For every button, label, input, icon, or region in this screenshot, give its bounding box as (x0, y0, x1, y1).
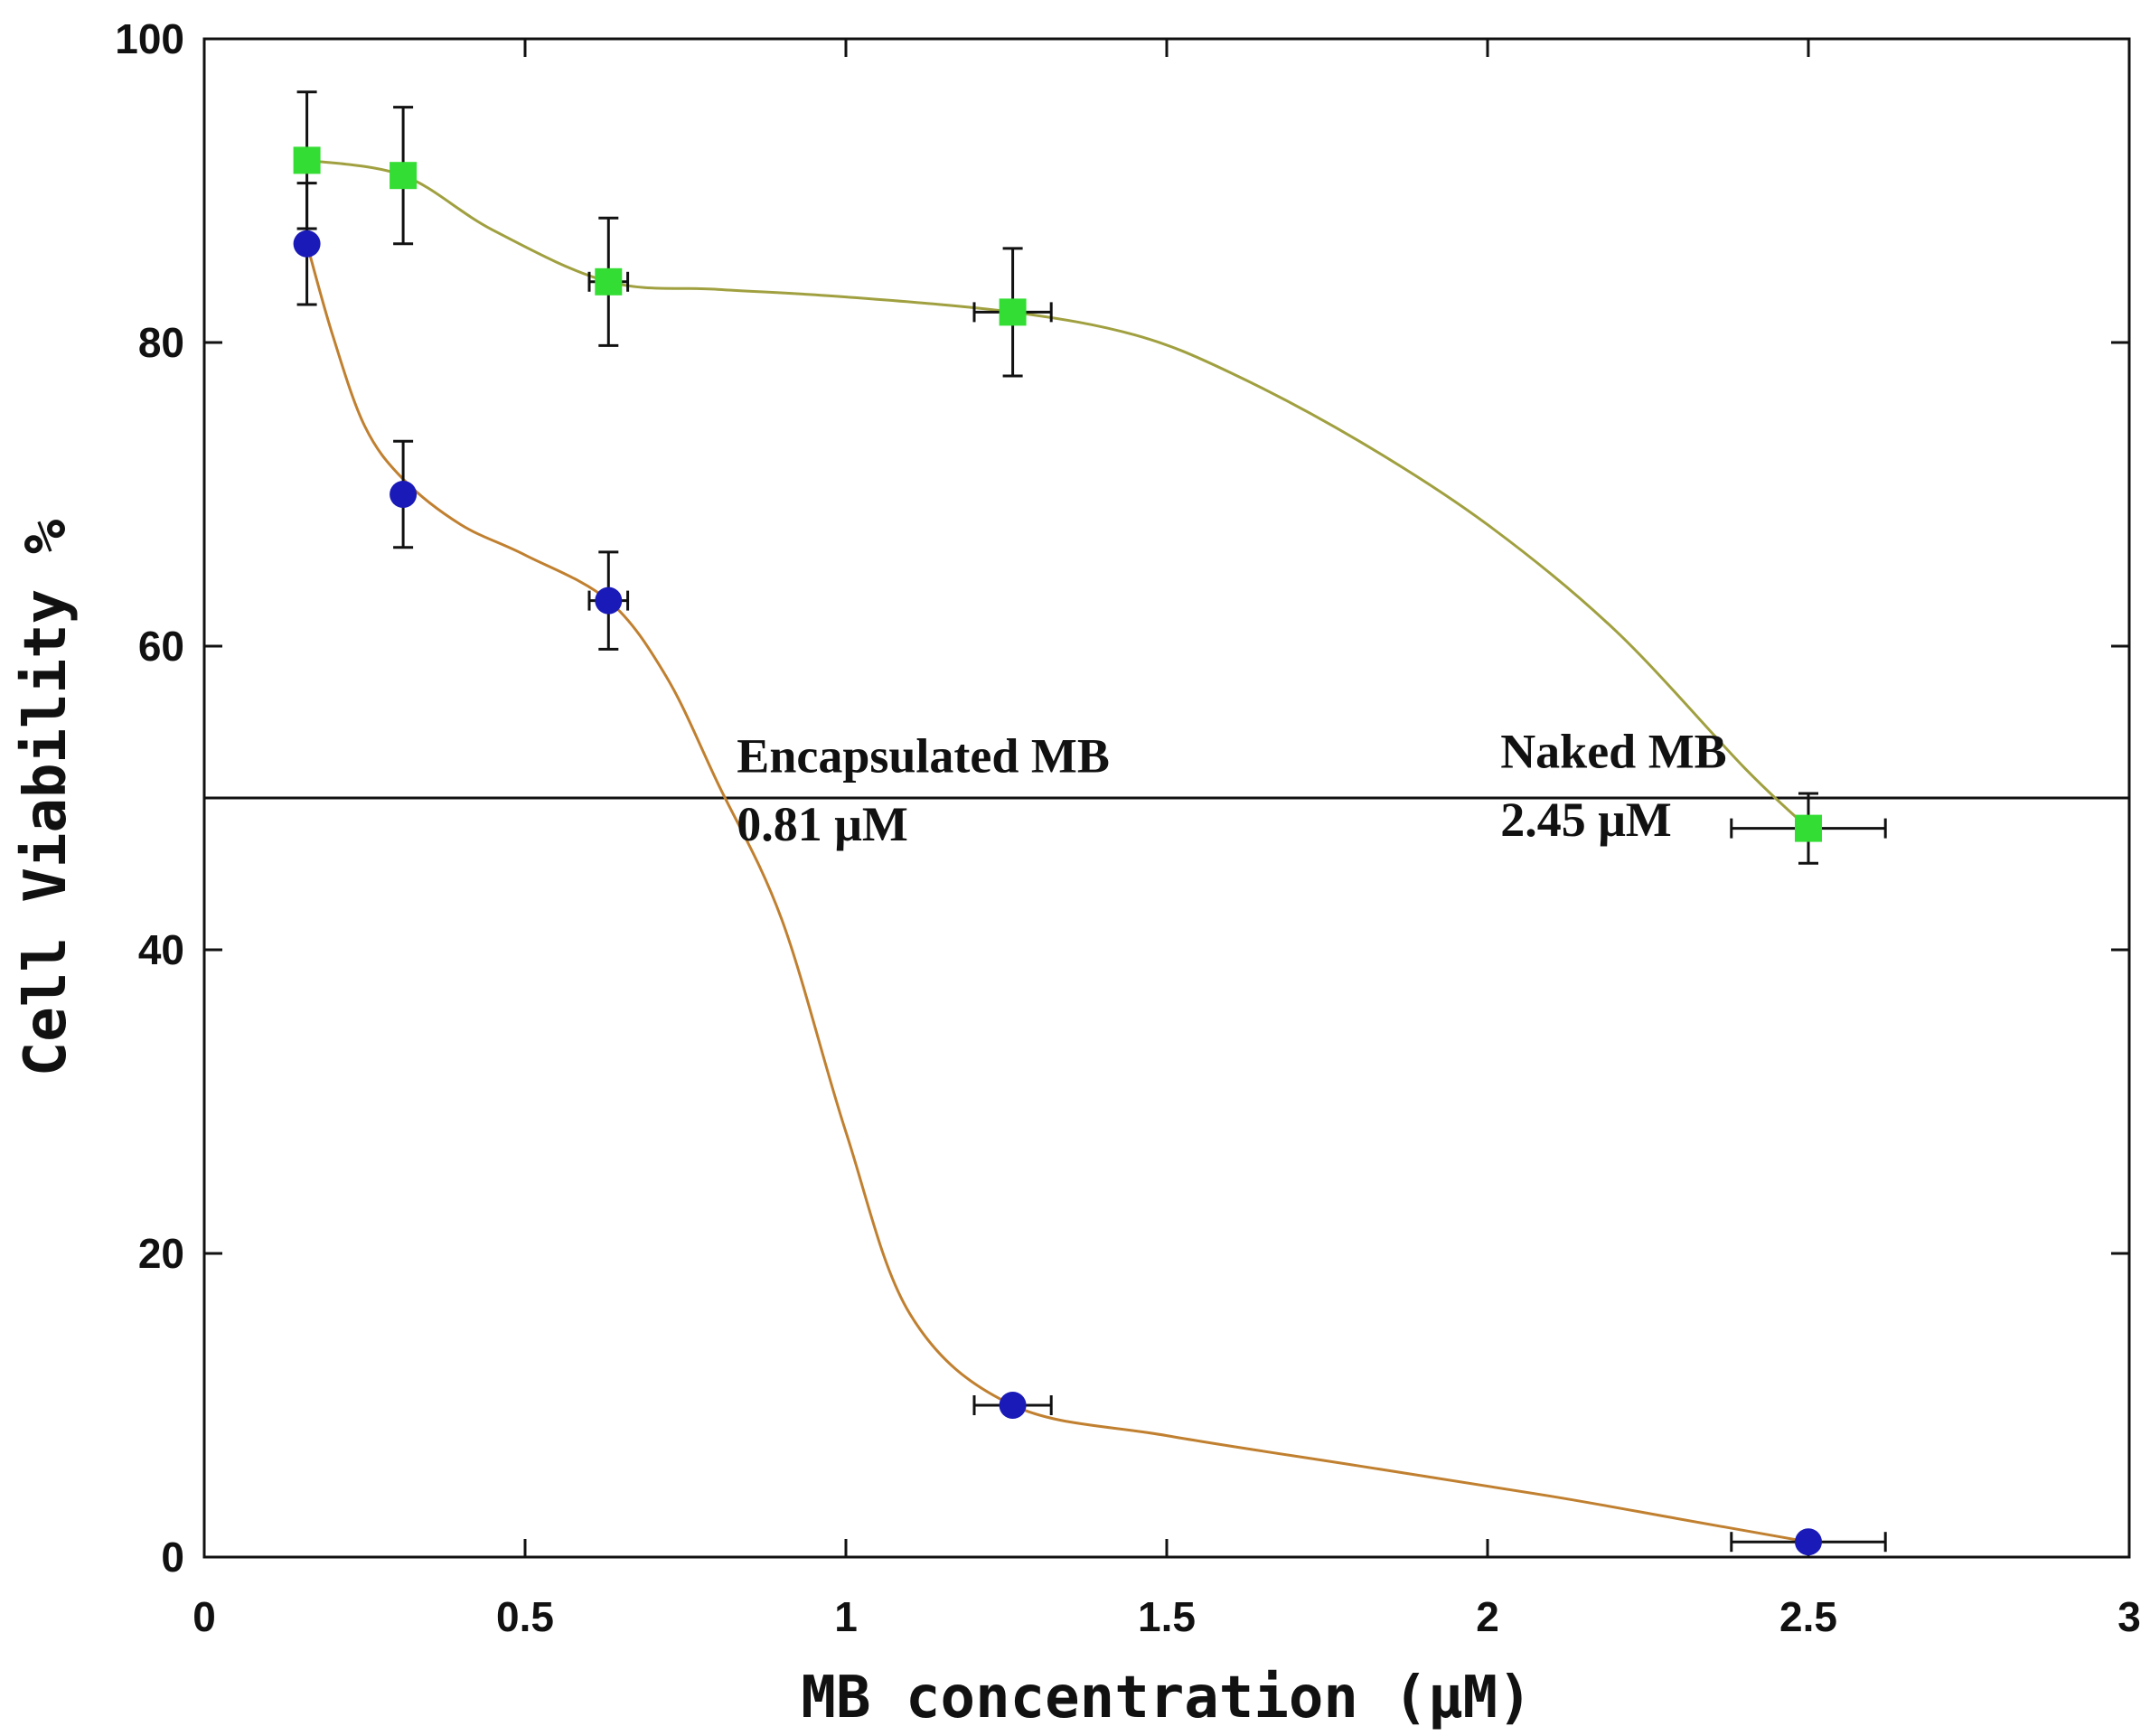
y-tick-label: 0 (161, 1534, 184, 1581)
data-markers (293, 146, 1822, 1556)
naked-mb-data-point (1795, 814, 1822, 842)
y-tick-label: 60 (138, 623, 184, 670)
x-tick-label: 2 (1476, 1593, 1499, 1640)
naked-mb-data-point (293, 146, 321, 174)
x-tick-label: 2.5 (1779, 1593, 1837, 1640)
fit-curves (305, 158, 1810, 1544)
y-tick-label: 100 (115, 15, 184, 62)
naked-mb-fit-curve (306, 158, 1810, 830)
axis-ticks (202, 37, 2131, 1559)
x-tick-label: 0 (192, 1593, 216, 1640)
y-tick-label: 80 (138, 319, 184, 366)
x-tick-label: 0.5 (496, 1593, 554, 1640)
encapsulated-mb-data-point (1795, 1528, 1822, 1556)
x-tick-label: 1 (834, 1593, 858, 1640)
annotation-enc-name: Encapsulated MB (737, 728, 1110, 783)
annotation-naked-value: 2.45 μM (1500, 793, 1672, 847)
x-axis-label: MB concentration (μM) (801, 1665, 1532, 1731)
annotations: Encapsulated MB 0.81 μM Naked MB 2.45 μM (737, 724, 1726, 851)
encapsulated-mb-data-point (999, 1392, 1027, 1419)
error-bars (296, 90, 1887, 1553)
naked-mb-data-point (999, 298, 1027, 326)
encapsulated-mb-data-point (595, 586, 623, 615)
y-axis-label: Cell Viability % (13, 519, 80, 1076)
annotation-enc-value: 0.81 μM (737, 797, 908, 851)
x-tick-label: 3 (2117, 1593, 2141, 1640)
naked-mb-data-point (595, 267, 623, 296)
annotation-naked-name: Naked MB (1500, 724, 1727, 778)
y-tick-label: 20 (138, 1230, 184, 1277)
naked-mb-data-point (390, 162, 418, 190)
axis-tick-labels: 0 0.5 1 1.5 2 2.5 3 0 20 40 60 80 100 (115, 15, 2141, 1640)
y-tick-label: 40 (138, 926, 184, 973)
x-tick-label: 1.5 (1138, 1593, 1196, 1640)
encapsulated-mb-fit-curve (305, 243, 1809, 1544)
encapsulated-mb-data-point (390, 481, 418, 508)
encapsulated-mb-data-point (293, 230, 321, 258)
